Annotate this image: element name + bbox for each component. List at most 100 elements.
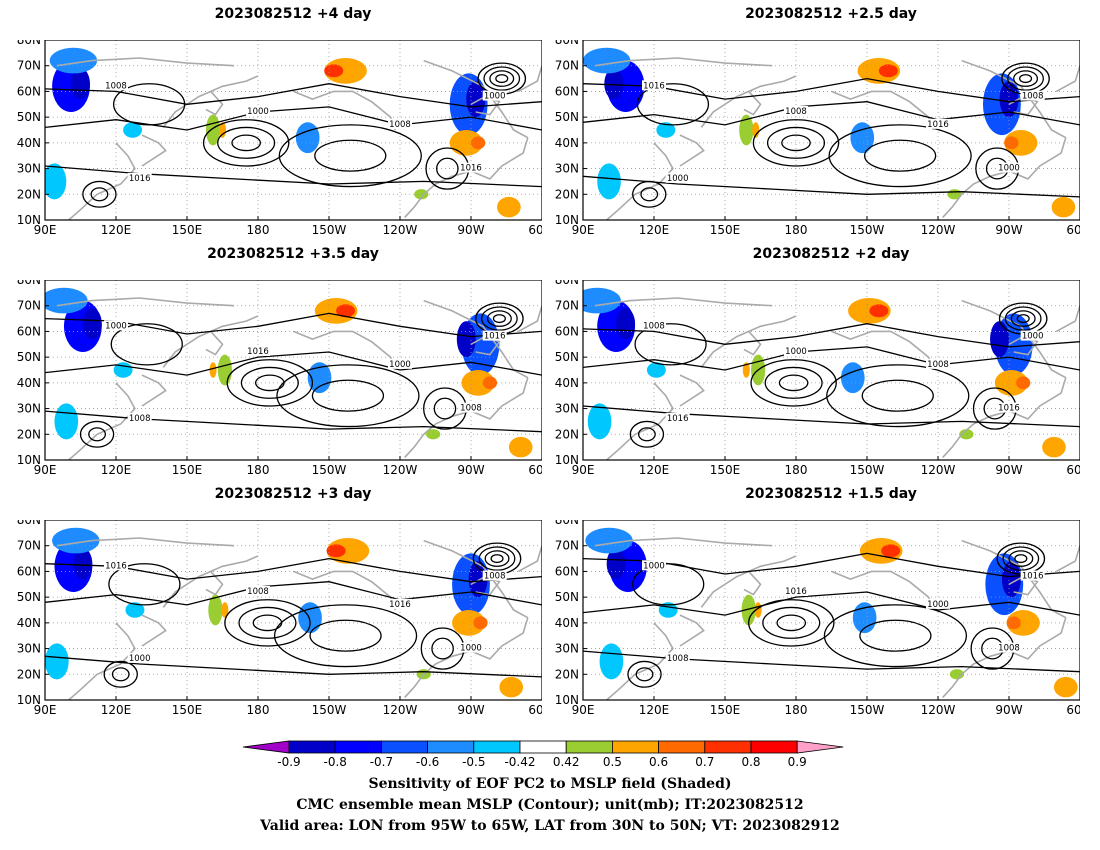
mslp-contour bbox=[45, 83, 542, 108]
mslp-contour bbox=[226, 359, 314, 407]
mslp-contour bbox=[823, 604, 968, 668]
y-tick-label: 80N bbox=[17, 40, 41, 47]
mslp-contour bbox=[583, 650, 1080, 673]
coastline bbox=[594, 537, 773, 547]
colorbar-label: 0.5 bbox=[603, 755, 622, 768]
sensitivity-shade bbox=[307, 362, 332, 394]
contour-label-bg bbox=[127, 652, 152, 663]
x-tick-label: 90E bbox=[34, 463, 57, 477]
mslp-contour bbox=[583, 346, 1080, 371]
colorbar-segment bbox=[473, 740, 521, 754]
colorbar-label: -0.6 bbox=[416, 755, 439, 768]
mslp-contour bbox=[583, 323, 1080, 348]
contour-label: 1000 bbox=[1022, 332, 1044, 342]
sensitivity-shade bbox=[54, 403, 79, 440]
colorbar-arrow-high bbox=[796, 740, 844, 754]
mslp-contour bbox=[859, 619, 932, 652]
contour-label-bg bbox=[388, 358, 412, 369]
coastline bbox=[1008, 575, 1039, 596]
sensitivity-shade bbox=[473, 616, 488, 630]
x-tick-label: 60W bbox=[1066, 703, 1080, 717]
contour-label-bg bbox=[1020, 330, 1045, 341]
colorbar-segment bbox=[288, 740, 336, 754]
y-tick-label: 30N bbox=[17, 642, 41, 656]
y-tick-label: 50N bbox=[555, 110, 579, 124]
contour-label-bg bbox=[642, 560, 666, 571]
coastline bbox=[470, 95, 501, 116]
x-tick-label: 150W bbox=[850, 703, 885, 717]
colorbar-label: -0.5 bbox=[462, 755, 485, 768]
contour-label: 1000 bbox=[643, 561, 665, 571]
contour-label-bg bbox=[926, 598, 950, 609]
mslp-contour bbox=[224, 599, 311, 647]
sensitivity-shade bbox=[209, 362, 217, 378]
contour-label-bg bbox=[246, 106, 270, 116]
y-tick-label: 20N bbox=[17, 187, 41, 201]
mslp-contour bbox=[90, 187, 109, 202]
coastline bbox=[205, 90, 224, 116]
sensitivity-shade bbox=[468, 561, 488, 598]
y-tick-label: 80N bbox=[17, 520, 41, 527]
sensitivity-shade bbox=[326, 538, 370, 564]
coastline bbox=[942, 137, 1067, 218]
x-tick-label: 90W bbox=[457, 223, 484, 237]
x-tick-label: 180 bbox=[247, 703, 270, 717]
sensitivity-shade bbox=[616, 308, 636, 340]
sensitivity-shade bbox=[852, 602, 877, 634]
coastline bbox=[942, 617, 1067, 698]
y-tick-label: 30N bbox=[17, 402, 41, 416]
x-tick-label: 90W bbox=[995, 703, 1022, 717]
contour-label-bg bbox=[1020, 570, 1045, 581]
mslp-contour bbox=[480, 306, 518, 331]
y-tick-label: 60N bbox=[17, 564, 41, 578]
contour-label-bg bbox=[127, 412, 152, 423]
x-tick-label: 180 bbox=[247, 463, 270, 477]
mslp-contour bbox=[276, 364, 420, 428]
mslp-contour bbox=[1013, 70, 1039, 87]
x-tick-label: 150W bbox=[312, 223, 347, 237]
y-tick-label: 60N bbox=[17, 324, 41, 338]
contour-label-bg bbox=[997, 162, 1021, 173]
sensitivity-shade bbox=[1051, 196, 1076, 218]
sensitivity-shade bbox=[52, 527, 100, 554]
mslp-contour bbox=[45, 410, 542, 433]
sensitivity-shade bbox=[326, 544, 346, 558]
mslp-contour bbox=[762, 606, 821, 639]
panel-title-1: 2023082512 +4 day bbox=[214, 6, 372, 22]
sensitivity-shade bbox=[990, 321, 1009, 358]
x-tick-label: 150E bbox=[172, 703, 203, 717]
mslp-contour bbox=[748, 599, 835, 647]
contour-label-bg bbox=[104, 320, 128, 331]
sensitivity-shade bbox=[508, 436, 533, 458]
y-tick-label: 20N bbox=[555, 427, 579, 441]
contour-label: 1016 bbox=[998, 404, 1020, 414]
coastline bbox=[679, 374, 705, 407]
map-panel-1: 1000 1008 1016 1000 1008 1016 90E 120E 150E 180 15… bbox=[17, 40, 542, 237]
coastline bbox=[68, 142, 136, 220]
sensitivity-shade bbox=[449, 130, 483, 156]
panel-title-2: 2023082512 +2.5 day bbox=[745, 6, 917, 22]
x-tick-label: 90E bbox=[572, 223, 595, 237]
mslp-contour bbox=[583, 591, 1080, 616]
contour-label: 1000 bbox=[105, 321, 127, 331]
colorbar-arrow-low bbox=[242, 740, 290, 754]
map-frame bbox=[582, 280, 1080, 461]
x-tick-label: 180 bbox=[785, 703, 808, 717]
contour-label: 1016 bbox=[129, 174, 151, 184]
mslp-contour bbox=[632, 180, 667, 208]
y-tick-label: 60N bbox=[17, 84, 41, 98]
colorbar-segment bbox=[704, 740, 752, 754]
contour-label: 1016 bbox=[927, 120, 949, 130]
contour-label-bg bbox=[482, 570, 507, 581]
colorbar-label: -0.9 bbox=[277, 755, 300, 768]
sensitivity-shade bbox=[123, 122, 143, 138]
colorbar-segment bbox=[612, 740, 660, 754]
sensitivity-shade bbox=[461, 370, 495, 396]
x-tick-label: 60W bbox=[528, 223, 542, 237]
sensitivity-shade bbox=[217, 354, 232, 386]
x-tick-label: 90E bbox=[572, 703, 595, 717]
contour-label: 1008 bbox=[460, 404, 482, 414]
y-tick-label: 40N bbox=[555, 376, 579, 390]
sensitivity-shade bbox=[1042, 436, 1066, 458]
sensitivity-shade bbox=[585, 527, 633, 554]
